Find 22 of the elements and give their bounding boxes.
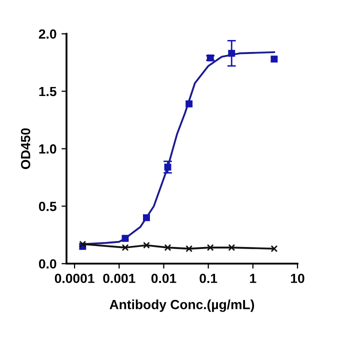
y-axis-title: OD450 bbox=[20, 128, 30, 170]
y-tick-label: 0.0 bbox=[38, 259, 56, 269]
point bbox=[142, 214, 150, 222]
x-tick-label: 1 bbox=[250, 274, 256, 283]
x-axis-title: Antibody Conc.(µg/mL) bbox=[110, 300, 254, 312]
x-tick-label: 0.0001 bbox=[54, 274, 94, 284]
x-tick-label: 0.01 bbox=[151, 274, 176, 284]
point bbox=[142, 242, 150, 249]
point bbox=[186, 245, 193, 252]
x-tick-label: 0.1 bbox=[200, 274, 218, 284]
y-tick-label: 2.0 bbox=[38, 29, 56, 39]
x-tick-label: 10 bbox=[290, 274, 304, 284]
y-tick-label: 1.0 bbox=[39, 144, 56, 154]
point bbox=[122, 244, 129, 252]
y-tick-label: 0.5 bbox=[38, 202, 56, 212]
x-tick-label: 0.001 bbox=[103, 274, 136, 284]
point bbox=[228, 244, 236, 252]
point bbox=[122, 234, 129, 242]
point bbox=[206, 244, 214, 252]
y-tick-label: 1.5 bbox=[39, 86, 56, 96]
point bbox=[164, 244, 172, 252]
point bbox=[186, 100, 193, 108]
